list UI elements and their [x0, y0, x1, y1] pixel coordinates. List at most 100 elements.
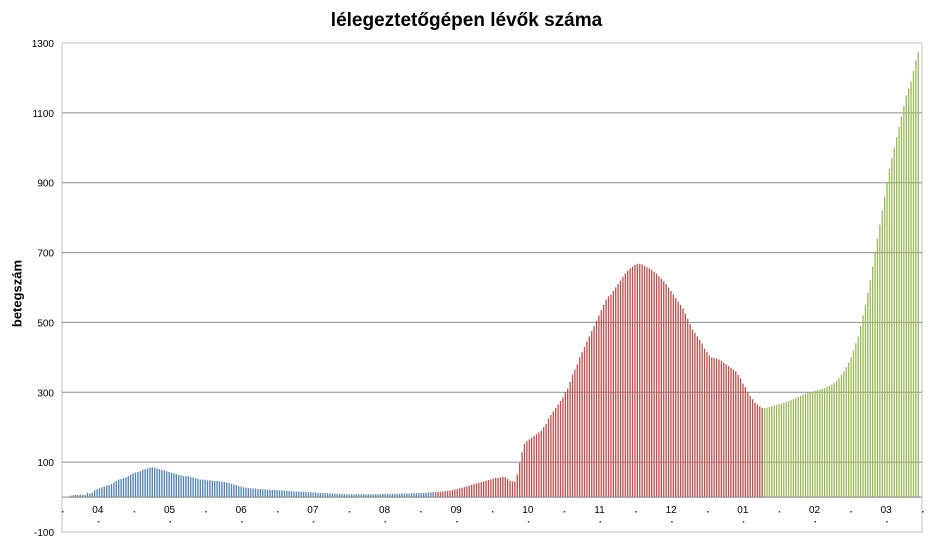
- bar: [317, 492, 319, 498]
- bar: [218, 481, 221, 498]
- bar: [350, 494, 353, 498]
- bar: [187, 476, 189, 498]
- bar: [893, 147, 895, 498]
- bar: [567, 388, 569, 498]
- bar: [631, 266, 634, 498]
- bar: [569, 381, 571, 498]
- bar: [579, 357, 581, 498]
- bar: [235, 485, 237, 498]
- bar: [867, 292, 869, 498]
- bar: [386, 493, 389, 498]
- bar: [675, 297, 677, 498]
- bar: [247, 487, 249, 498]
- bar: [331, 493, 334, 498]
- bar: [98, 488, 101, 498]
- bar: [151, 467, 153, 498]
- bar: [711, 357, 713, 498]
- bar: [298, 491, 300, 498]
- x-tick-mark: [563, 511, 566, 513]
- bar: [310, 492, 312, 498]
- bar: [127, 476, 129, 498]
- bar: [761, 408, 763, 498]
- bar: [418, 493, 420, 498]
- bar: [504, 477, 506, 498]
- bar: [228, 483, 230, 498]
- bar: [593, 325, 595, 498]
- bar: [240, 486, 242, 498]
- bar: [571, 374, 574, 498]
- bar: [372, 494, 374, 498]
- bar: [144, 469, 146, 498]
- bar: [202, 479, 204, 498]
- bar: [154, 467, 156, 498]
- y-tick-label: 700: [37, 249, 54, 260]
- bar: [828, 386, 831, 498]
- bar: [276, 490, 278, 498]
- bar: [672, 294, 674, 498]
- bar: [547, 418, 550, 498]
- bar: [468, 485, 470, 498]
- bar: [739, 378, 742, 498]
- y-tick-label: 300: [37, 388, 54, 399]
- bar: [475, 483, 478, 498]
- bar: [502, 476, 504, 498]
- bar: [408, 493, 410, 498]
- bar: [900, 116, 903, 498]
- bar: [881, 210, 883, 498]
- bar: [346, 494, 348, 498]
- x-tick-label: 11: [594, 505, 605, 516]
- bar: [442, 491, 444, 498]
- bar: [490, 479, 492, 498]
- bar: [763, 408, 766, 498]
- bar: [175, 474, 177, 498]
- bar: [643, 265, 646, 498]
- bar: [785, 402, 787, 498]
- x-tick-mark: [922, 511, 924, 513]
- bar: [382, 493, 384, 498]
- bar: [811, 391, 814, 498]
- bar: [603, 304, 605, 498]
- bar: [449, 490, 451, 498]
- bar: [845, 367, 847, 498]
- bar: [401, 493, 403, 498]
- bar: [588, 336, 590, 498]
- bar: [555, 408, 557, 498]
- bar: [302, 491, 305, 498]
- bar: [377, 494, 379, 498]
- bar: [336, 493, 338, 498]
- bar: [768, 406, 771, 498]
- bar: [360, 494, 362, 498]
- bar: [293, 491, 295, 498]
- bar: [701, 343, 703, 498]
- x-tick-mark: [456, 521, 458, 523]
- bar: [118, 479, 120, 498]
- bar: [886, 182, 888, 498]
- bar: [367, 494, 370, 498]
- y-tick-label: 900: [37, 179, 54, 190]
- bar: [209, 480, 211, 498]
- bar: [163, 470, 165, 498]
- bar: [91, 492, 93, 498]
- bar: [149, 467, 151, 498]
- y-tick-label: 1100: [32, 109, 54, 120]
- bar: [528, 439, 530, 498]
- bar: [646, 267, 648, 498]
- bar: [190, 476, 192, 498]
- bar: [182, 476, 185, 498]
- bar: [660, 278, 662, 498]
- bar: [326, 493, 329, 498]
- x-tick-label: 05: [164, 505, 176, 516]
- bar: [910, 81, 912, 498]
- bar: [912, 70, 915, 498]
- bar: [439, 491, 442, 498]
- x-tick-mark: [814, 521, 816, 523]
- x-tick-mark: [742, 521, 745, 523]
- bars: [70, 51, 919, 498]
- bar: [242, 487, 245, 498]
- bar: [879, 224, 881, 498]
- bar: [295, 491, 298, 498]
- x-tick-mark: [348, 511, 351, 513]
- x-tick-label: 02: [809, 505, 821, 516]
- bar: [792, 398, 795, 498]
- bar: [819, 389, 821, 498]
